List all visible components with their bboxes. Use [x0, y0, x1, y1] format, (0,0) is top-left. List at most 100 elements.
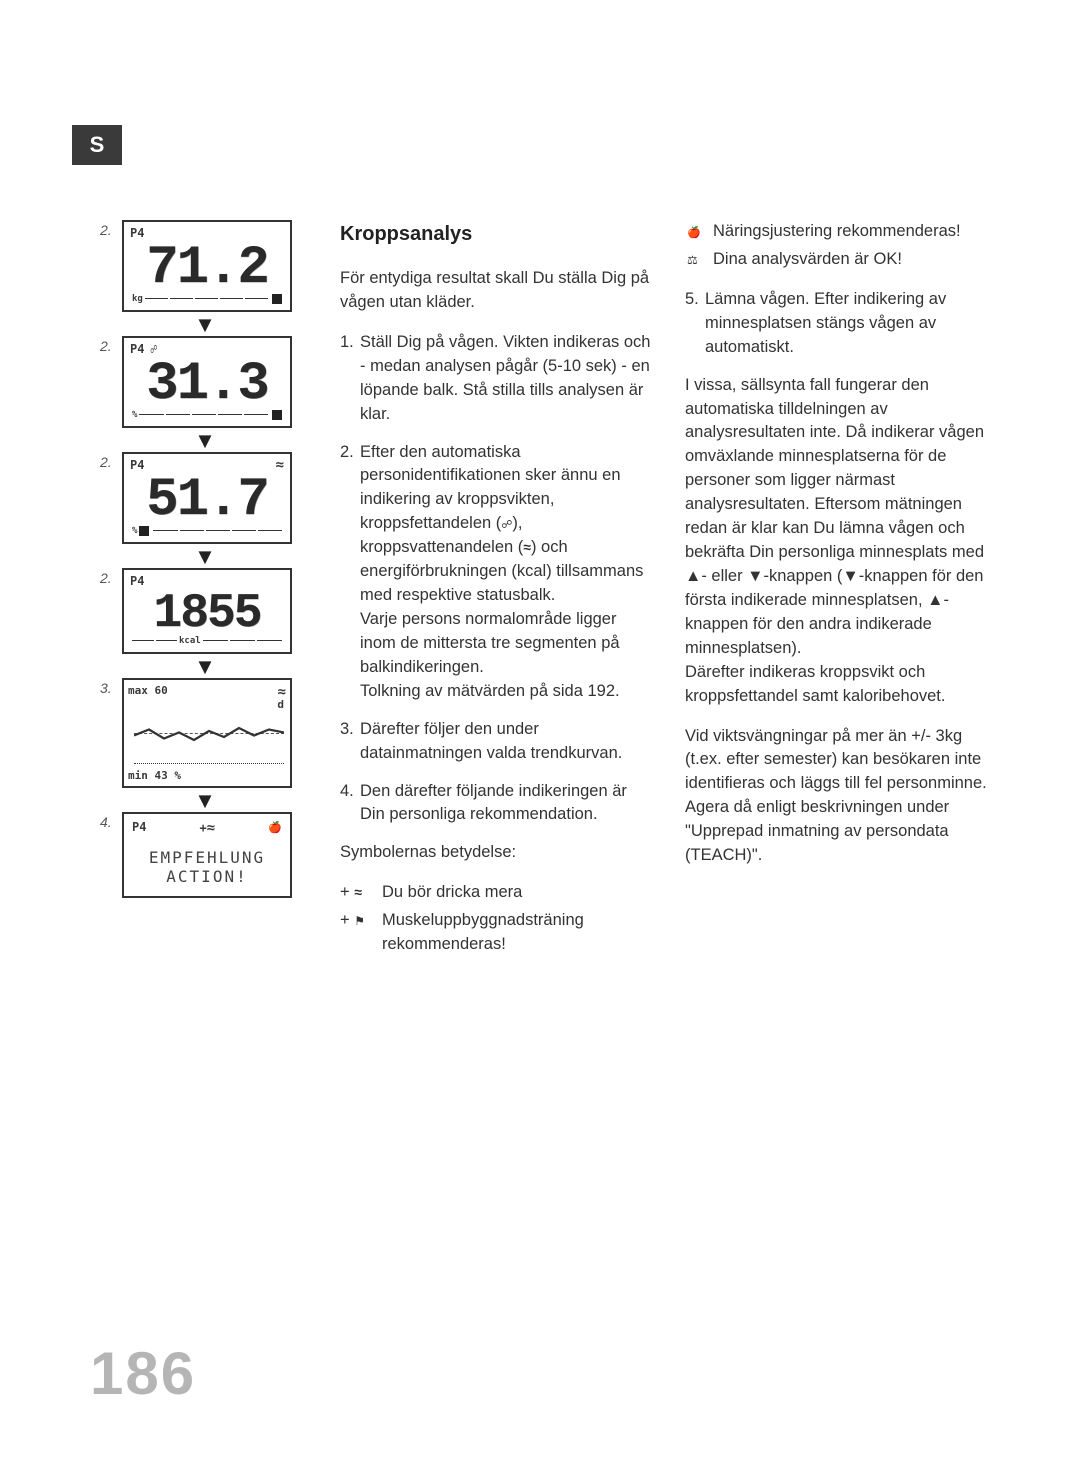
- symbol-row-food: Näringsjustering rekommenderas!: [685, 220, 1000, 244]
- trend-curve-icon: [134, 702, 284, 763]
- step-text: Efter den automatiska personidentifikati…: [360, 441, 655, 704]
- status-gauge: [139, 410, 268, 420]
- arrow-down-icon: ▼: [100, 792, 310, 810]
- lcd-action: P4 + EMPFEHLUNG ACTION!: [122, 812, 292, 898]
- symbol-text: Dina analysvärden är OK!: [713, 248, 1000, 272]
- step-item-5: 5. Lämna vågen. Efter indikering av minn…: [685, 288, 1000, 360]
- water-icon: [354, 883, 362, 901]
- lcd-header: P4: [132, 820, 146, 836]
- action-line-1: EMPFEHLUNG: [128, 848, 286, 867]
- intro-paragraph: För entydiga resultat skall Du ställa Di…: [340, 267, 655, 315]
- lcd-weight: P4 71.2 kg: [122, 220, 292, 312]
- symbol-row-muscle: + Muskeluppbyggnadsträning rekommenderas…: [340, 909, 655, 957]
- figure-number: 2.: [100, 220, 122, 238]
- figure-number: 4.: [100, 812, 122, 830]
- steps-list: 1. Ställ Dig på vågen. Vikten indikeras …: [340, 331, 655, 828]
- figure-action: 4. P4 + EMPFEHLUNG ACTION!: [100, 812, 310, 898]
- symbol-text: Du bör dricka mera: [382, 881, 655, 905]
- figure-weight: 2. P4 71.2 kg: [100, 220, 310, 312]
- trend-min-val: 43: [155, 769, 168, 782]
- step-item-2: 2. Efter den automatiska personidentifik…: [340, 441, 655, 704]
- step-number: 1.: [340, 331, 360, 427]
- figure-fat: 2. P4 31.3 %: [100, 336, 310, 428]
- step-text: Lämna vågen. Efter indikering av minnesp…: [705, 288, 1000, 360]
- trend-max-label: max: [128, 684, 148, 697]
- lcd-value: 71.2: [130, 242, 284, 296]
- lcd-unit: %: [132, 526, 137, 536]
- action-line-2: ACTION!: [128, 867, 286, 886]
- arrow-down-icon: ▼: [100, 316, 310, 334]
- text-column-middle: Kroppsanalys För entydiga resultat skall…: [340, 220, 655, 961]
- lcd-water: P4 51.7 %: [122, 452, 292, 544]
- figure-water: 2. P4 51.7 %: [100, 452, 310, 544]
- figure-trend: 3. max 60 d min 43 %: [100, 678, 310, 788]
- language-tab: S: [72, 125, 122, 165]
- person-icon: [501, 514, 512, 532]
- symbol-text: Muskeluppbyggnadsträning rekommenderas!: [382, 909, 655, 957]
- symbols-heading: Symbolernas betydelse:: [340, 841, 655, 865]
- steps-list-cont: 5. Lämna vågen. Efter indikering av minn…: [685, 288, 1000, 360]
- page-content: 2. P4 71.2 kg ▼ 2. P4: [100, 220, 1000, 961]
- symbol-row-balance: Dina analysvärden är OK!: [685, 248, 1000, 272]
- gauge-marker-icon: [272, 294, 282, 304]
- lcd-kcal: P4 1855 kcal: [122, 568, 292, 654]
- gauge-marker-icon: [139, 526, 149, 536]
- figures-column: 2. P4 71.2 kg ▼ 2. P4: [100, 220, 310, 961]
- step-number: 5.: [685, 288, 705, 360]
- step-number: 3.: [340, 718, 360, 766]
- step-number: 2.: [340, 441, 360, 704]
- step-text: Därefter följer den under datainmatninge…: [360, 718, 655, 766]
- paragraph: Vid viktsvängningar på mer än +/- 3kg (t…: [685, 725, 1000, 869]
- status-gauge: [203, 636, 282, 646]
- page-number: 186: [90, 1339, 196, 1408]
- figure-number: 2.: [100, 336, 122, 354]
- lcd-value: 51.7: [130, 474, 284, 528]
- lcd-value: 1855: [130, 590, 284, 638]
- symbol-row-water: + Du bör dricka mera: [340, 881, 655, 905]
- step-text: Den därefter följande indikeringen är Di…: [360, 780, 655, 828]
- figure-number: 3.: [100, 678, 122, 696]
- step-number: 4.: [340, 780, 360, 828]
- lcd-unit: kcal: [179, 636, 201, 646]
- step-item-3: 3. Därefter följer den under datainmatni…: [340, 718, 655, 766]
- step-text: Ställ Dig på vågen. Vikten indikeras och…: [360, 331, 655, 427]
- symbol-text: Näringsjustering rekommenderas!: [713, 220, 1000, 244]
- lcd-unit: %: [132, 410, 137, 420]
- food-icon: [268, 820, 282, 836]
- symbol-mark: +: [340, 909, 382, 957]
- status-gauge: [139, 526, 282, 536]
- lcd-value: 31.3: [130, 358, 284, 412]
- water-icon: [276, 457, 284, 473]
- language-tab-label: S: [90, 132, 105, 158]
- figure-number: 2.: [100, 568, 122, 586]
- symbol-mark: [685, 248, 713, 272]
- gauge-marker-icon: [272, 410, 282, 420]
- muscle-icon: [354, 911, 365, 929]
- lcd-fat: P4 31.3 %: [122, 336, 292, 428]
- trend-chart: d: [134, 702, 284, 764]
- food-icon: [687, 222, 701, 240]
- water-icon: [207, 821, 215, 835]
- lcd-header: P4: [130, 226, 144, 240]
- balance-icon: [687, 250, 698, 268]
- status-gauge: [145, 294, 268, 304]
- lcd-header: P4: [130, 574, 144, 588]
- arrow-down-icon: ▼: [100, 658, 310, 676]
- symbol-mark: +: [340, 881, 382, 905]
- paragraph: I vissa, sällsynta fall fungerar den aut…: [685, 374, 1000, 709]
- lcd-header: P4: [130, 342, 144, 356]
- water-icon: [523, 538, 531, 556]
- trend-min-unit: %: [174, 769, 181, 782]
- step-item-4: 4. Den därefter följande indikeringen är…: [340, 780, 655, 828]
- lcd-trend: max 60 d min 43 %: [122, 678, 292, 788]
- step-item-1: 1. Ställ Dig på vågen. Vikten indikeras …: [340, 331, 655, 427]
- trend-min-label: min: [128, 769, 148, 782]
- status-gauge: [132, 636, 177, 646]
- text-column-right: Näringsjustering rekommenderas! Dina ana…: [685, 220, 1000, 961]
- arrow-down-icon: ▼: [100, 548, 310, 566]
- figure-kcal: 2. P4 1855 kcal: [100, 568, 310, 654]
- trend-d-label: d: [277, 698, 284, 711]
- lcd-header: P4: [130, 458, 144, 472]
- trend-max-val: 60: [155, 684, 168, 697]
- figure-number: 2.: [100, 452, 122, 470]
